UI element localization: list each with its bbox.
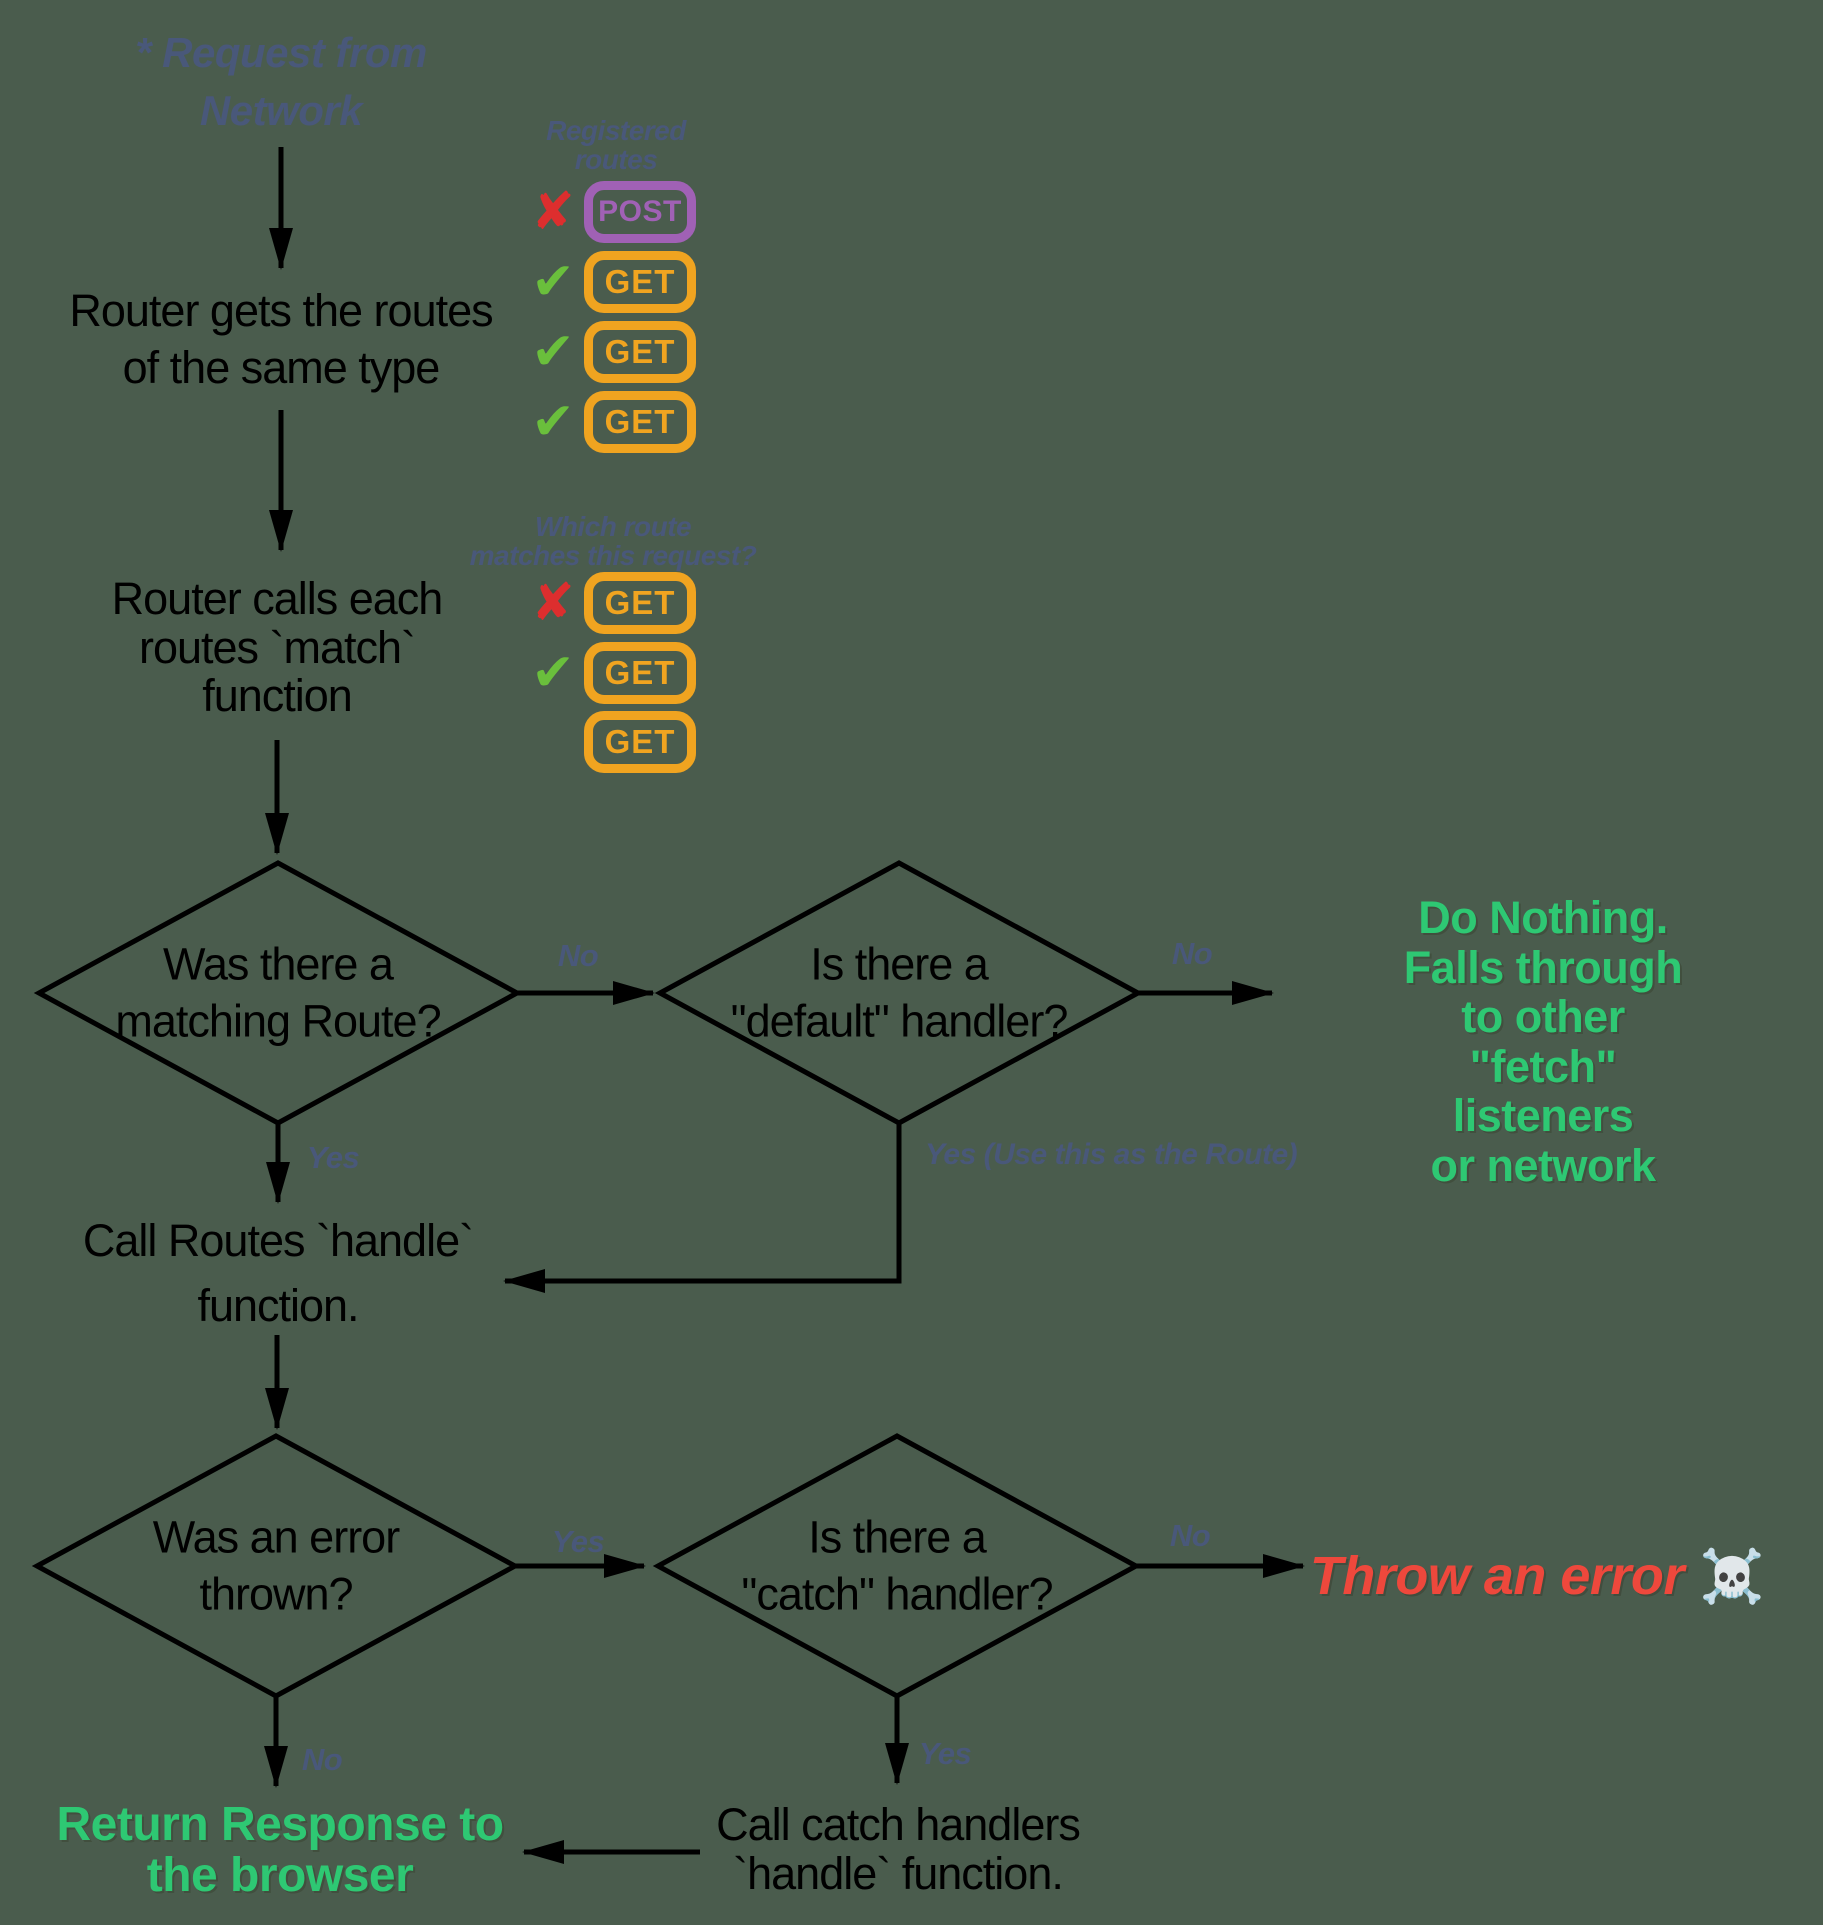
- node-is-catch-handler: Is there a "catch" handler?: [741, 1511, 1053, 1619]
- get-route-badge: GET: [584, 711, 696, 773]
- cross-icon: ✘: [531, 183, 575, 241]
- cross-icon: ✘: [531, 574, 575, 632]
- check-icon: ✔: [531, 253, 575, 311]
- connector-d2-yes-to-call-route: [503, 1123, 902, 1293]
- edge-label-d1-yes: Yes: [306, 1140, 360, 1175]
- route-item-post: ✘ POST: [524, 181, 696, 243]
- get-route-badge: GET: [584, 251, 696, 313]
- node-request-from-network: * Request from Network: [135, 29, 427, 134]
- route-item-get-3: ✔ GET: [524, 391, 696, 453]
- throw-error-text: Throw an error: [1309, 1546, 1685, 1606]
- edge-label-d1-no: No: [557, 938, 599, 973]
- edge-label-d4-no: No: [1169, 1518, 1211, 1553]
- route-item-get-1: ✔ GET: [524, 251, 696, 313]
- node-was-matching-route: Was there a matching Route?: [115, 938, 441, 1046]
- which-route-matches-title: Which route matches this request?: [469, 511, 757, 572]
- edge-label-d4-yes: Yes: [918, 1736, 972, 1771]
- no-mark: [524, 711, 582, 773]
- get-route-badge: GET: [584, 572, 696, 634]
- edge-label-d3-yes: Yes: [551, 1524, 605, 1559]
- check-icon: ✔: [531, 323, 575, 381]
- registered-routes-title: Registered routes: [546, 115, 686, 176]
- get-route-badge: GET: [584, 642, 696, 704]
- check-icon: ✔: [531, 393, 575, 451]
- node-is-default-handler: Is there a "default" handler?: [730, 938, 1069, 1046]
- match-item-get-3: GET: [524, 711, 696, 773]
- node-call-catch-handle: Call catch handlers `handle` function.: [716, 1799, 1081, 1899]
- node-router-calls-match: Router calls each routes `match` functio…: [111, 573, 444, 722]
- node-return-response: Return Response to the browser: [56, 1798, 504, 1902]
- node-throw-error: Throw an error ☠️: [1309, 1545, 1765, 1607]
- edge-label-d2-no: No: [1171, 936, 1213, 971]
- get-route-badge: GET: [584, 391, 696, 453]
- route-item-get-2: ✔ GET: [524, 321, 696, 383]
- match-item-get-2: ✔ GET: [524, 642, 696, 704]
- node-was-error-thrown: Was an error thrown?: [152, 1511, 400, 1619]
- post-route-badge: POST: [584, 181, 696, 243]
- skull-icon: ☠️: [1699, 1547, 1765, 1606]
- edge-label-d3-no: No: [301, 1742, 343, 1777]
- node-call-route-handle: Call Routes `handle` function.: [82, 1215, 474, 1332]
- node-do-nothing: Do Nothing. Falls through to other "fetc…: [1403, 892, 1683, 1191]
- edge-label-d2-yes: Yes (Use this as the Route): [925, 1138, 1298, 1171]
- node-router-gets-routes: Router gets the routes of the same type: [69, 285, 493, 393]
- match-item-get-1: ✘ GET: [524, 572, 696, 634]
- get-route-badge: GET: [584, 321, 696, 383]
- check-icon: ✔: [531, 644, 575, 702]
